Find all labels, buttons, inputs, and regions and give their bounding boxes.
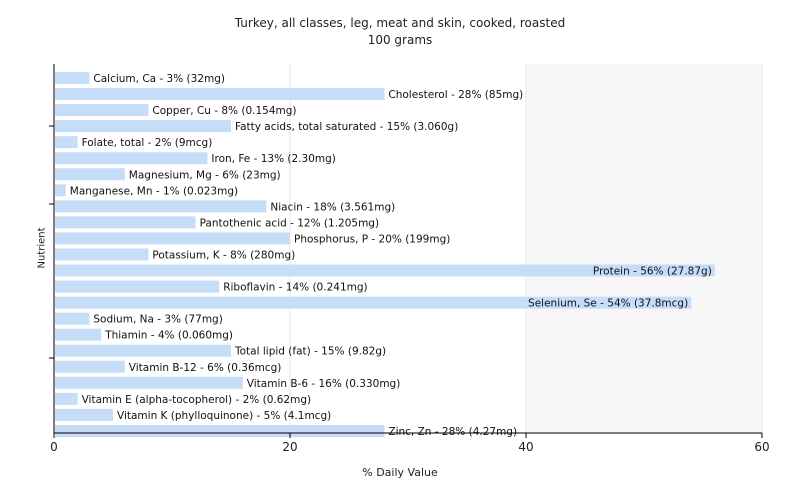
- bar-label-11: Potassium, K - 8% (280mg): [152, 249, 295, 261]
- bar-label-1: Cholesterol - 28% (85mg): [388, 89, 523, 101]
- x-axis-label: % Daily Value: [362, 466, 438, 479]
- bar-14: [55, 296, 692, 309]
- bar-label-0: Calcium, Ca - 3% (32mg): [93, 73, 225, 85]
- bar-17: [55, 344, 231, 357]
- x-tick-label-2: 40: [518, 440, 533, 454]
- bar-10: [55, 232, 290, 245]
- bar-label-13: Riboflavin - 14% (0.241mg): [223, 282, 367, 294]
- bar-16: [55, 328, 102, 341]
- bar-label-21: Vitamin K (phylloquinone) - 5% (4.1mcg): [117, 410, 331, 422]
- bar-3: [55, 120, 231, 133]
- bar-label-18: Vitamin B-12 - 6% (0.36mcg): [129, 362, 282, 374]
- bar-19: [55, 376, 243, 389]
- x-tick-label-3: 60: [754, 440, 769, 454]
- x-tick-label-0: 0: [50, 440, 58, 454]
- bar-12: [55, 264, 715, 277]
- bar-0: [55, 72, 90, 84]
- bar-label-15: Sodium, Na - 3% (77mg): [93, 314, 222, 326]
- bar-label-3: Fatty acids, total saturated - 15% (3.06…: [235, 121, 458, 133]
- bar-label-7: Manganese, Mn - 1% (0.023mg): [70, 185, 238, 197]
- bar-5: [55, 152, 208, 165]
- bar-9: [55, 216, 196, 229]
- bar-label-19: Vitamin B-6 - 16% (0.330mg): [247, 378, 401, 390]
- bar-label-6: Magnesium, Mg - 6% (23mg): [129, 169, 281, 181]
- bar-label-20: Vitamin E (alpha-tocopherol) - 2% (0.62m…: [82, 394, 312, 406]
- bar-1: [55, 88, 385, 101]
- bar-label-12: Protein - 56% (27.87g): [593, 266, 712, 278]
- bar-20: [55, 392, 78, 405]
- bar-11: [55, 248, 149, 261]
- bar-13: [55, 280, 220, 293]
- bar-label-17: Total lipid (fat) - 15% (9.82g): [234, 346, 386, 358]
- bar-label-9: Pantothenic acid - 12% (1.205mg): [200, 217, 379, 229]
- x-tick-label-1: 20: [282, 440, 297, 454]
- bar-label-22: Zinc, Zn - 28% (4.27mg): [388, 426, 517, 438]
- bar-4: [55, 136, 78, 149]
- bar-label-14: Selenium, Se - 54% (37.8mcg): [528, 298, 688, 310]
- chart-subtitle: 100 grams: [367, 33, 433, 47]
- bar-18: [55, 360, 125, 373]
- bar-15: [55, 312, 90, 325]
- plot-band: [526, 64, 762, 433]
- bar-6: [55, 168, 125, 181]
- bar-label-16: Thiamin - 4% (0.060mg): [104, 330, 233, 342]
- bar-label-5: Iron, Fe - 13% (2.30mg): [211, 153, 335, 165]
- bar-22: [55, 424, 385, 437]
- bar-label-8: Niacin - 18% (3.561mg): [270, 201, 395, 213]
- bar-8: [55, 200, 267, 213]
- bar-21: [55, 408, 113, 421]
- chart-title: Turkey, all classes, leg, meat and skin,…: [234, 16, 566, 30]
- bar-label-4: Folate, total - 2% (9mcg): [82, 137, 213, 149]
- bar-7: [55, 184, 66, 197]
- bar-2: [55, 104, 149, 117]
- bar-label-2: Copper, Cu - 8% (0.154mg): [152, 105, 296, 117]
- bar-label-10: Phosphorus, P - 20% (199mg): [294, 233, 450, 245]
